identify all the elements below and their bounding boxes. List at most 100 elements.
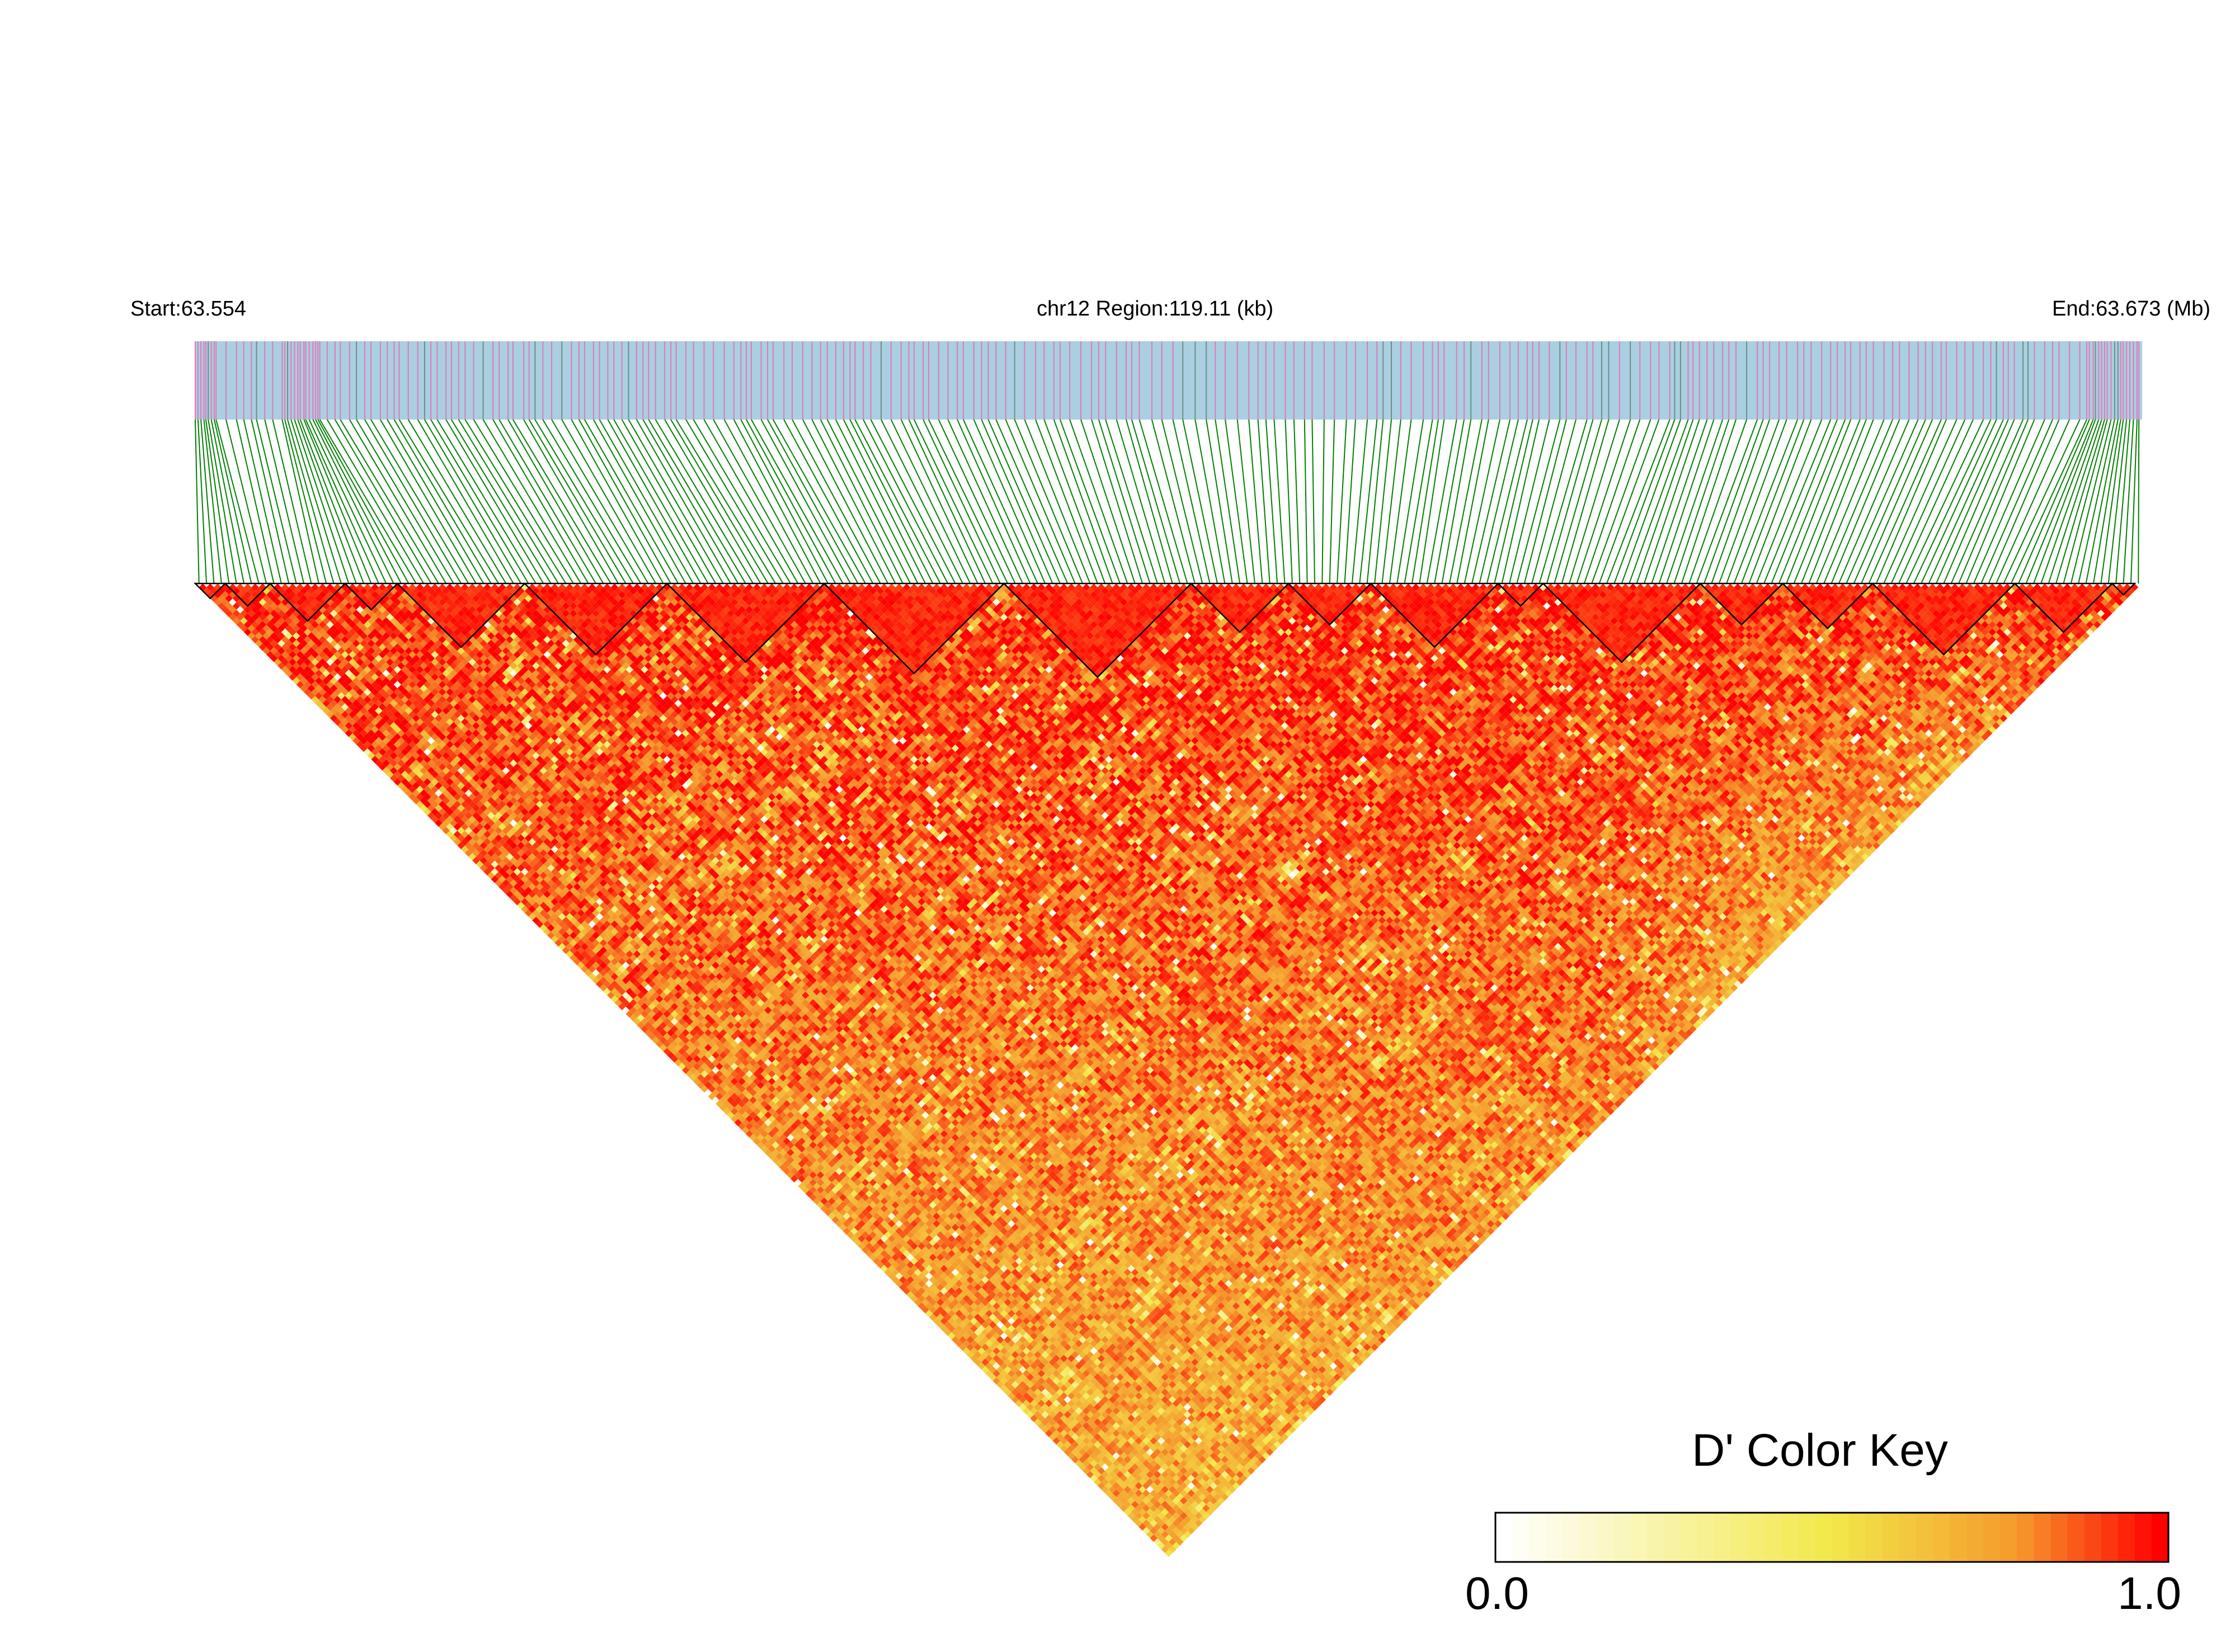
ld-cell	[416, 793, 424, 801]
marker-connector	[578, 419, 671, 584]
marker-connector	[1905, 419, 1984, 584]
ld-cell	[536, 920, 544, 928]
ld-cell	[831, 1208, 840, 1216]
ld-cell	[408, 793, 416, 801]
ld-cell	[831, 1216, 840, 1224]
marker-connector	[498, 419, 596, 584]
ld-cell	[948, 1325, 956, 1333]
ld-cell	[820, 1197, 828, 1205]
marker-connector	[1215, 419, 1241, 584]
ld-cell	[854, 1231, 862, 1239]
ld-cell	[262, 647, 270, 655]
ld-cell	[1015, 1399, 1023, 1408]
ld-cell	[596, 973, 604, 981]
ld-cell	[1015, 1392, 1023, 1400]
marker-connector	[1913, 419, 1992, 584]
ld-cell	[719, 1096, 727, 1104]
marker-connector	[523, 419, 619, 584]
ld-cell	[513, 890, 521, 898]
ld-cell	[307, 684, 316, 693]
ld-cell	[685, 1070, 694, 1078]
ld-cell	[644, 1022, 652, 1029]
marker-connector	[636, 419, 731, 584]
marker-connector	[393, 419, 492, 584]
ld-cell	[1000, 1385, 1008, 1392]
ld-cell	[813, 1197, 821, 1205]
marker-connector	[675, 419, 777, 584]
ld-cell	[453, 838, 462, 846]
ld-cell	[300, 684, 308, 693]
marker-connector	[287, 419, 335, 584]
marker-connector	[1374, 419, 1392, 584]
ld-cell	[783, 1168, 791, 1175]
ld-cell	[704, 1089, 712, 1096]
ld-cell	[404, 782, 413, 790]
ld-cell	[483, 860, 491, 868]
ld-cell	[1165, 1549, 1173, 1557]
marker-connector	[1080, 419, 1136, 584]
marker-connector	[628, 419, 724, 584]
ld-cell	[951, 1336, 959, 1344]
marker-connector	[811, 419, 896, 584]
marker-connector	[473, 419, 574, 584]
marker-connector	[1248, 419, 1263, 584]
marker-connector	[197, 419, 208, 584]
marker-connector	[1014, 419, 1084, 584]
marker-connector	[2070, 419, 2112, 584]
marker-connector	[2025, 419, 2094, 584]
marker-connector	[315, 419, 402, 584]
marker-connector	[607, 419, 702, 584]
ld-cell	[225, 602, 233, 610]
marker-connector	[451, 419, 552, 584]
marker-connector	[908, 419, 986, 584]
marker-connector	[843, 419, 926, 584]
ld-cell	[487, 872, 495, 879]
ld-cell	[862, 1246, 869, 1254]
ld-cell	[285, 662, 293, 670]
ld-cell	[318, 695, 327, 704]
marker-connector	[308, 419, 387, 584]
marker-connector	[1225, 419, 1248, 584]
marker-connector	[208, 419, 237, 584]
marker-connector	[225, 419, 267, 584]
marker-connector	[773, 419, 866, 584]
marker-connector	[1748, 419, 1812, 584]
marker-connector	[303, 419, 372, 584]
marker-connector	[767, 419, 859, 584]
marker-connector	[664, 419, 761, 584]
ld-cell	[333, 710, 341, 718]
marker-connector	[492, 419, 589, 584]
ld-cell	[431, 808, 439, 816]
ld-cell	[667, 1051, 675, 1059]
ld-cell	[1086, 1471, 1094, 1479]
ld-cell	[588, 965, 596, 973]
ld-cell	[697, 1074, 705, 1082]
marker-connector	[464, 419, 567, 584]
ld-cell	[917, 1295, 925, 1302]
marker-connector	[670, 419, 769, 584]
ld-cell	[364, 748, 371, 756]
marker-connector	[1613, 419, 1676, 584]
marker-connector	[1284, 419, 1293, 584]
ld-cell	[577, 954, 585, 962]
marker-connector	[1043, 419, 1106, 584]
marker-connector	[1898, 419, 1974, 584]
marker-connector	[243, 419, 282, 584]
marker-connector	[327, 419, 425, 584]
marker-connector	[458, 419, 559, 584]
ld-cell	[225, 609, 233, 618]
marker-connector	[1636, 419, 1694, 584]
marker-connector	[195, 419, 200, 584]
ld-cell	[307, 692, 316, 700]
marker-connector	[995, 419, 1069, 584]
ld-cell	[558, 943, 566, 950]
marker-connector	[751, 419, 844, 584]
marker-connector	[1576, 419, 1631, 584]
ld-cell	[1146, 1531, 1154, 1538]
marker-connector	[1265, 419, 1278, 584]
ld-cell	[723, 1107, 731, 1116]
ld-cell	[517, 901, 525, 910]
ld-cell	[921, 1298, 929, 1306]
ld-cell	[839, 1223, 847, 1231]
marker-connector	[561, 419, 657, 584]
